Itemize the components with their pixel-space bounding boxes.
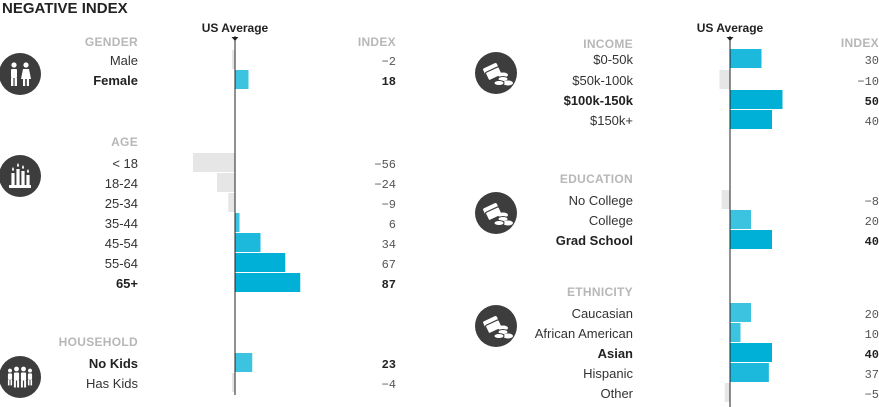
index-value: −2: [382, 55, 396, 69]
index-value: −24: [374, 178, 396, 192]
category-label: College: [589, 213, 633, 228]
us-average-label: US Average: [697, 21, 764, 35]
bar: [730, 90, 783, 109]
bar: [232, 373, 235, 392]
bar: [730, 49, 762, 68]
bar: [235, 233, 261, 252]
index-value: 50: [865, 95, 879, 109]
category-label: Other: [600, 386, 633, 401]
index-value: 18: [382, 75, 396, 89]
bar: [235, 273, 301, 292]
category-label: Grad School: [556, 233, 633, 248]
bar: [730, 303, 751, 322]
bar: [730, 323, 741, 342]
category-label: Hispanic: [583, 366, 633, 381]
section-header: AGE: [111, 135, 138, 149]
household-icon: [0, 356, 41, 398]
index-value: −56: [374, 158, 396, 172]
category-label: 25-34: [105, 196, 138, 211]
index-value: 20: [865, 215, 879, 229]
category-label: $100k-150k: [564, 93, 634, 108]
index-header: INDEX: [841, 36, 879, 50]
index-value: 34: [382, 238, 396, 252]
bar: [730, 363, 769, 382]
bar: [228, 193, 235, 212]
category-label: < 18: [112, 156, 138, 171]
category-label: 45-54: [105, 236, 138, 251]
index-value: −10: [857, 75, 879, 89]
bar: [235, 253, 286, 272]
category-label: 35-44: [105, 216, 138, 231]
bar: [719, 70, 730, 89]
index-value: 20: [865, 308, 879, 322]
section-header: INCOME: [583, 37, 633, 51]
index-value: 37: [865, 368, 879, 382]
index-value: 87: [382, 278, 396, 292]
category-label: Caucasian: [572, 306, 633, 321]
category-label: 65+: [116, 276, 138, 291]
section-header: ETHNICITY: [567, 285, 633, 299]
family-icon: [0, 53, 41, 95]
index-value: −5: [865, 388, 879, 402]
category-label: No Kids: [89, 356, 138, 371]
section-header: HOUSEHOLD: [59, 335, 138, 349]
category-label: $0-50k: [593, 52, 633, 67]
index-value: 23: [382, 358, 396, 372]
category-label: African American: [535, 326, 633, 341]
category-label: Male: [110, 53, 138, 68]
category-label: Asian: [598, 346, 633, 361]
index-value: 67: [382, 258, 396, 272]
section-header: EDUCATION: [560, 172, 633, 186]
section-header: GENDER: [85, 35, 138, 49]
index-value: 40: [865, 235, 879, 249]
index-value: 30: [865, 54, 879, 68]
bar: [730, 110, 772, 129]
bar: [235, 353, 253, 372]
bar: [235, 70, 249, 89]
index-value: 40: [865, 115, 879, 129]
bar: [232, 50, 235, 69]
category-label: $50k-100k: [572, 73, 633, 88]
bar: [730, 210, 751, 229]
index-header: INDEX: [358, 35, 396, 49]
index-value: 10: [865, 328, 879, 342]
category-label: $150k+: [590, 113, 633, 128]
bar: [721, 190, 730, 209]
bar: [235, 213, 240, 232]
category-label: No College: [569, 193, 633, 208]
category-label: 55-64: [105, 256, 138, 271]
bar: [730, 343, 772, 362]
index-value: −9: [382, 198, 396, 212]
us-average-label: US Average: [202, 21, 269, 35]
index-value: 6: [389, 218, 396, 232]
category-label: Female: [93, 73, 138, 88]
candles-icon: [0, 155, 41, 197]
bar: [730, 230, 772, 249]
chart-title: NEGATIVE INDEX: [2, 0, 128, 17]
category-label: 18-24: [105, 176, 138, 191]
money-icon: [475, 192, 517, 234]
bar: [724, 383, 730, 402]
index-value: 40: [865, 348, 879, 362]
money-icon: [475, 52, 517, 94]
bar: [217, 173, 235, 192]
category-label: Has Kids: [86, 376, 139, 391]
index-value: −8: [865, 195, 879, 209]
bar: [193, 153, 235, 172]
index-value: −4: [382, 378, 396, 392]
money-icon: [475, 305, 517, 347]
